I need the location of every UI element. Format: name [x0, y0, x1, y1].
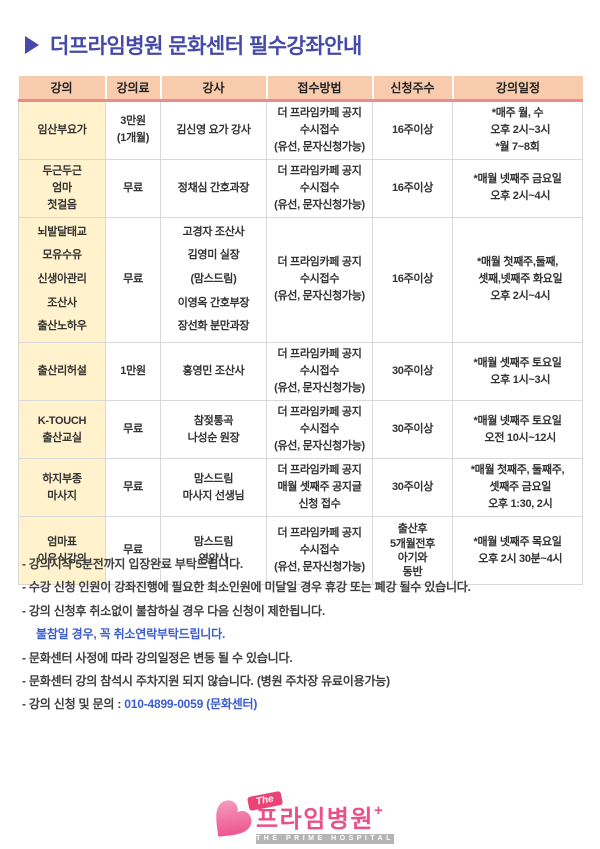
contact-phone: 010-4899-0059 (문화센터)	[124, 697, 258, 712]
header-schedule: 강의일정	[451, 76, 583, 102]
header-course: 강의	[18, 76, 106, 102]
course-instructor: 정채심 간호과장	[160, 158, 267, 218]
course-instructor: 고경자 조산사 김영미 실장 (맘스드림) 이영옥 간호부장 장선화 분만과장	[160, 216, 267, 343]
title-arrow-icon	[25, 36, 39, 54]
course-weeks: 16주이상	[372, 99, 453, 160]
course-fee: 3만원 (1개월)	[105, 99, 161, 160]
course-method: 더 프라임카페 공지 매월 셋째주 공지글 신청 접수	[266, 458, 373, 518]
course-name: 하지부종 마사지	[18, 458, 106, 518]
hospital-logo: The 프라임병원 + THE PRIME HOSPITAL	[206, 790, 394, 844]
header-instructor: 강사	[159, 76, 267, 102]
course-schedule: *매주 월, 수 오후 2시~3시 *월 7~8회	[452, 99, 583, 160]
course-name: 임산부요가	[18, 99, 106, 160]
note-line: - 문화센터 강의 참석시 주차지원 되지 않습니다. (병원 주차장 유료이용…	[22, 673, 390, 688]
course-schedule: *매월 첫째주, 둘째주, 셋째주 금요일 오후 1:30, 2시	[452, 458, 583, 518]
contact-label: - 강의 신청 및 문의 :	[22, 697, 125, 712]
course-method: 더 프라임카페 공지 수시접수 (유선, 문자신청가능)	[266, 516, 373, 586]
course-instructor: 김신영 요가 강사	[160, 99, 267, 160]
course-method: 더 프라임카페 공지 수시접수 (유선, 문자신청가능)	[266, 341, 373, 402]
course-name: K-TOUCH 출산교실	[18, 400, 106, 460]
table-row: 하지부종 마사지 무료 맘스드림 마사지 선생님 더 프라임카페 공지 매월 셋…	[18, 458, 583, 518]
logo-subtitle-bar: THE PRIME HOSPITAL	[256, 834, 394, 844]
course-fee: 무료	[105, 158, 161, 218]
course-fee: 무료	[105, 458, 161, 518]
logo-plus-icon: +	[373, 802, 383, 819]
note-line-contact: - 강의 신청 및 문의 : 010-4899-0059 (문화센터)	[22, 697, 588, 711]
course-weeks: 16주이상	[372, 158, 453, 218]
course-name: 출산리허설	[18, 341, 106, 402]
table-row: 임산부요가 3만원 (1개월) 김신영 요가 강사 더 프라임카페 공지 수시접…	[18, 99, 583, 160]
table-header-row: 강의 강의료 강사 접수방법 신청주수 강의일정	[18, 76, 583, 102]
logo-hospital-name: 프라임병원	[256, 806, 374, 833]
course-name: 엄마표 이유식강의	[18, 516, 106, 586]
course-schedule: *매월 넷째주 목요일 오후 2시 30분~4시	[452, 516, 583, 586]
course-fee: 무료	[105, 216, 161, 343]
table-row: 두근두근 엄마 첫걸음 무료 정채심 간호과장 더 프라임카페 공지 수시접수 …	[18, 158, 583, 218]
page-title: 더프라임병원 문화센터 필수강좌안내	[50, 35, 362, 58]
table-row: 출산리허설 1만원 홍영민 조산사 더 프라임카페 공지 수시접수 (유선, 문…	[18, 341, 583, 402]
header-weeks: 신청주수	[371, 76, 453, 102]
note-line: - 수강 신청 인원이 강좌진행에 필요한 최소인원에 미달일 경우 휴강 또는…	[22, 580, 471, 595]
page-title-block: 더프라임병원 문화센터 필수강좌안내	[25, 30, 362, 60]
course-method: 더 프라임카페 공지 수시접수 (유선, 문자신청가능)	[266, 99, 373, 160]
course-fee: 무료	[105, 400, 161, 460]
course-schedule: *매월 넷째주 금요일 오후 2시~4시	[452, 158, 583, 218]
note-line: - 강의 신청후 취소없이 불참하실 경우 다음 신청이 제한됩니다.	[22, 603, 326, 618]
course-method: 더 프라임카페 공지 수시접수 (유선, 문자신청가능)	[266, 216, 373, 343]
course-method: 더 프라임카페 공지 수시접수 (유선, 문자신청가능)	[266, 158, 373, 218]
table-row: 뇌발달태교 모유수유 신생아관리 조산사 출산노하우 무료 고경자 조산사 김영…	[18, 216, 583, 343]
note-line: - 강의시작 5분전까지 입장완료 부탁드립니다.	[22, 557, 244, 571]
header-method: 접수방법	[265, 76, 373, 102]
course-instructor: 홍영민 조산사	[160, 341, 267, 402]
course-weeks: 30주이상	[372, 341, 453, 402]
heart-logo-icon	[216, 800, 252, 837]
note-line-cancel-contact: 불참일 경우, 꼭 취소연락부탁드립니다.	[36, 627, 226, 642]
course-schedule: *매월 셋째주 토요일 오후 1시~3시	[452, 341, 583, 402]
header-fee: 강의료	[104, 76, 161, 102]
course-instructor: 맘스드림 마사지 선생님	[160, 458, 267, 518]
course-weeks: 16주이상	[372, 216, 453, 343]
course-instructor: 참젖통곡 나성순 원장	[160, 400, 267, 460]
course-schedule: *매월 넷째주 토요일 오전 10시~12시	[452, 400, 583, 460]
notes-section: - 강의시작 5분전까지 입장완료 부탁드립니다. - 수강 신청 인원이 강좌…	[22, 557, 588, 721]
table-row: K-TOUCH 출산교실 무료 참젖통곡 나성순 원장 더 프라임카페 공지 수…	[18, 400, 583, 460]
course-weeks: 30주이상	[372, 458, 453, 518]
course-schedule: *매월 첫째주,둘째, 셋째,넷째주 화요일 오후 2시~4시	[452, 216, 583, 343]
table-row: 엄마표 이유식강의 무료 맘스드림 영양사 더 프라임카페 공지 수시접수 (유…	[18, 516, 583, 586]
course-instructor: 맘스드림 영양사	[160, 516, 267, 586]
course-fee: 1만원	[105, 341, 161, 402]
course-name: 뇌발달태교 모유수유 신생아관리 조산사 출산노하우	[18, 216, 106, 343]
course-table: 강의 강의료 강사 접수방법 신청주수 강의일정 임산부요가 3만원 (1개월)…	[18, 76, 583, 586]
course-weeks: 30주이상	[372, 400, 453, 460]
course-method: 더 프라임카페 공지 수시접수 (유선, 문자신청가능)	[266, 400, 373, 460]
course-name: 두근두근 엄마 첫걸음	[18, 158, 106, 218]
note-line: - 문화센터 사정에 따라 강의일정은 변동 될 수 있습니다.	[22, 650, 293, 665]
